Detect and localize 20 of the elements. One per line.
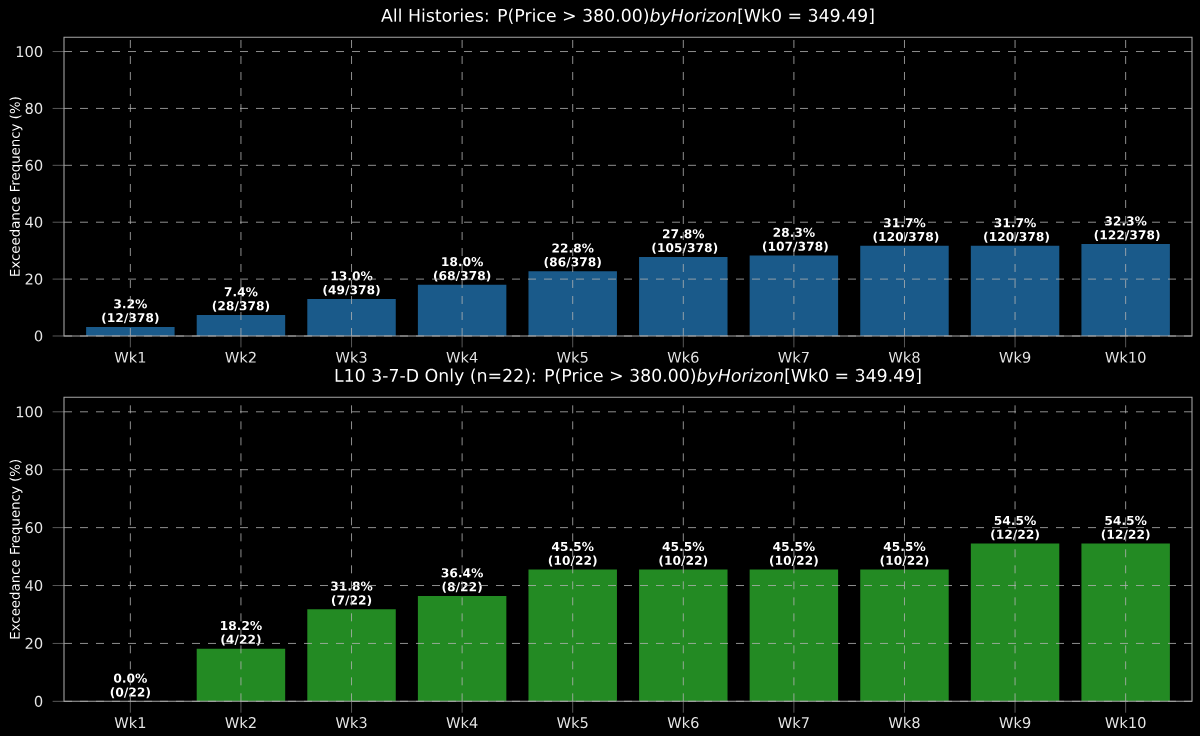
bar [196, 314, 286, 336]
bar [1081, 244, 1170, 336]
bar [639, 569, 728, 702]
bar [307, 299, 396, 336]
bar [307, 609, 396, 702]
bar [417, 284, 507, 336]
bar [749, 255, 839, 336]
bar [860, 569, 949, 702]
bar [970, 245, 1060, 336]
bar [639, 256, 728, 336]
chart-title: L10 3-7-D Only (n=22): P(Price > 380.00)byHorizon[Wk0 = 349.49] [335, 368, 921, 386]
bar [417, 595, 507, 702]
bar [860, 245, 949, 336]
bar [749, 569, 839, 702]
bar [528, 271, 617, 336]
chart-title: All Histories: P(Price > 380.00)byHorizon[Wk0 = 349.49] [381, 8, 874, 26]
bar [196, 648, 286, 702]
bar [970, 543, 1060, 702]
bar [528, 569, 617, 702]
bar [1081, 543, 1170, 702]
